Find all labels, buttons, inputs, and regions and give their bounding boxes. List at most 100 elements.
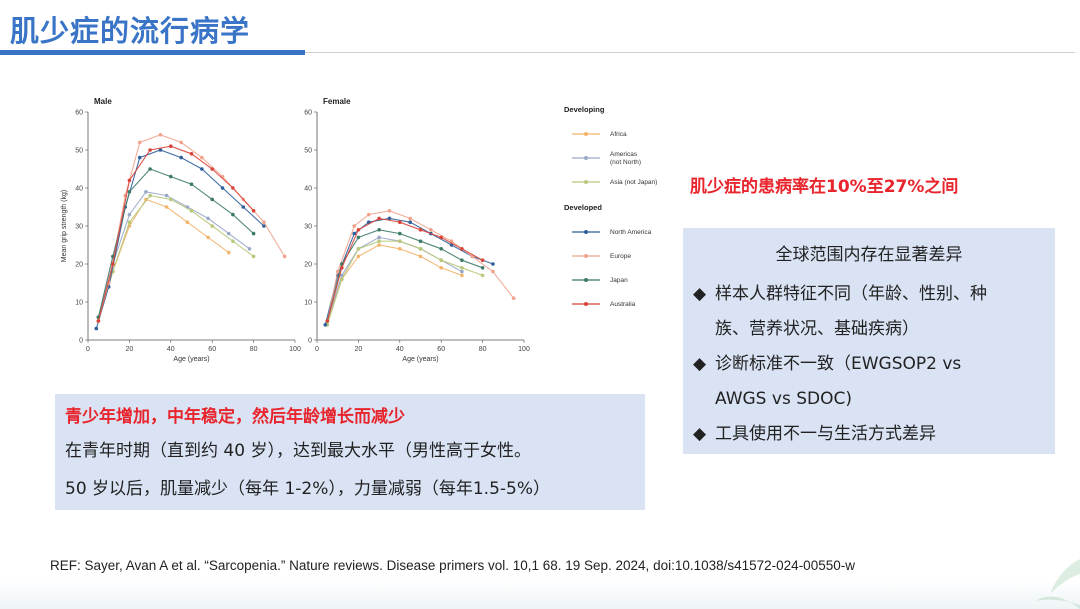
trend-line-1: 在青年时期（直到约 40 岁），达到最大水平（男性高于女性。 (65, 441, 531, 461)
data-point (377, 239, 381, 243)
y-tick-label: 50 (75, 148, 83, 155)
reference: REF: Sayer, Avan A et al. “Sarcopenia.” … (50, 558, 855, 573)
series-line (326, 240, 483, 325)
panel-title: Male (94, 97, 112, 106)
data-point (335, 269, 340, 274)
data-point (96, 319, 101, 323)
data-point (460, 247, 464, 251)
data-point (387, 216, 392, 221)
x-tick-label: 80 (250, 346, 258, 353)
data-point (387, 209, 392, 213)
male-panel: Male 0 10 20 30 40 50 60 0 20 40 60 80 100 Age (years)… (61, 97, 301, 363)
data-point (144, 190, 148, 194)
data-point (206, 216, 210, 221)
variation-item-text: 样本人群特征不同（年龄、性别、种 (715, 284, 987, 304)
legend-group-title: Developing (564, 105, 605, 114)
data-point (418, 247, 423, 251)
data-point (480, 266, 485, 270)
series-line (97, 168, 254, 318)
data-point (148, 148, 152, 152)
data-point (418, 239, 423, 243)
data-point (323, 323, 328, 327)
data-point (429, 228, 433, 232)
data-point (366, 212, 371, 217)
legend-label: Africa (610, 131, 627, 138)
data-point (282, 254, 287, 259)
diamond-bullet-icon: ◆ (693, 284, 707, 304)
x-tick-label: 100 (289, 346, 301, 353)
variation-item-text: 诊断标准不一致（EWGSOP2 vs (715, 354, 962, 374)
data-point (439, 258, 444, 262)
legend-swatch-marker (584, 278, 588, 282)
data-point (210, 224, 214, 228)
data-point (352, 224, 357, 228)
data-point (377, 243, 381, 247)
data-point (158, 133, 163, 137)
data-point (439, 266, 444, 270)
x-tick-label: 100 (518, 346, 530, 353)
legend-label: North America (610, 229, 652, 236)
data-point (325, 319, 330, 323)
data-point (491, 262, 495, 266)
diamond-bullet-icon: ◆ (693, 424, 707, 444)
data-point (111, 262, 115, 266)
data-point (340, 266, 344, 270)
data-point (356, 254, 361, 259)
data-point (460, 273, 464, 278)
variation-item-text: 族、营养状况、基础疾病） (715, 319, 919, 339)
series-line (95, 149, 265, 329)
data-point (418, 254, 423, 259)
y-tick-label: 30 (304, 224, 312, 231)
x-tick-label: 0 (315, 346, 319, 353)
trend-highlight: 青少年增加，中年稳定，然后年龄增长而减少 (65, 407, 405, 427)
title-underline (0, 50, 305, 55)
footer-decoration (0, 581, 1080, 609)
diamond-bullet-icon: ◆ (693, 354, 707, 374)
data-point (247, 247, 252, 251)
legend-swatch-marker (584, 230, 588, 234)
data-point (408, 216, 412, 221)
data-point (356, 235, 361, 240)
data-point (206, 235, 210, 240)
data-point (127, 190, 132, 194)
x-tick-label: 80 (479, 346, 487, 353)
legend-label: Europe (610, 253, 631, 260)
variation-item-text: 工具使用不一与生活方式差异 (715, 424, 936, 444)
x-tick-label: 60 (437, 346, 445, 353)
data-point (340, 277, 344, 281)
data-point (352, 231, 357, 236)
data-point (251, 209, 256, 213)
data-point (189, 182, 194, 186)
data-point (340, 273, 344, 278)
data-point (398, 220, 402, 224)
y-tick-label: 0 (79, 338, 83, 345)
data-point (148, 167, 152, 171)
data-point (169, 197, 173, 202)
variation-heading: 全球范围内存在显著差异 (775, 245, 963, 265)
x-tick-label: 0 (86, 346, 90, 353)
data-point (169, 174, 173, 179)
data-point (262, 220, 266, 224)
y-tick-label: 20 (304, 262, 312, 269)
series-line (326, 244, 463, 322)
data-point (398, 247, 402, 251)
legend-group-title: Developed (564, 203, 602, 212)
x-tick-label: 40 (167, 346, 175, 353)
data-point (127, 212, 132, 217)
data-point (480, 273, 485, 278)
data-point (137, 155, 142, 160)
data-point (377, 235, 381, 240)
y-tick-label: 30 (75, 224, 83, 231)
data-point (179, 155, 183, 160)
y-tick-label: 0 (308, 338, 312, 345)
data-point (491, 269, 495, 274)
data-point (164, 205, 169, 209)
prevalence-note: 肌少症的患病率在10%至27%之间 (690, 177, 959, 197)
data-point (460, 266, 464, 270)
y-tick-label: 10 (304, 300, 312, 307)
data-point (189, 209, 194, 213)
x-tick-label: 60 (208, 346, 216, 353)
chart-legend: Developing Africa Americas(not North) Asia … (564, 105, 657, 308)
data-point (231, 212, 235, 217)
legend-label-line2: (not North) (610, 159, 641, 166)
